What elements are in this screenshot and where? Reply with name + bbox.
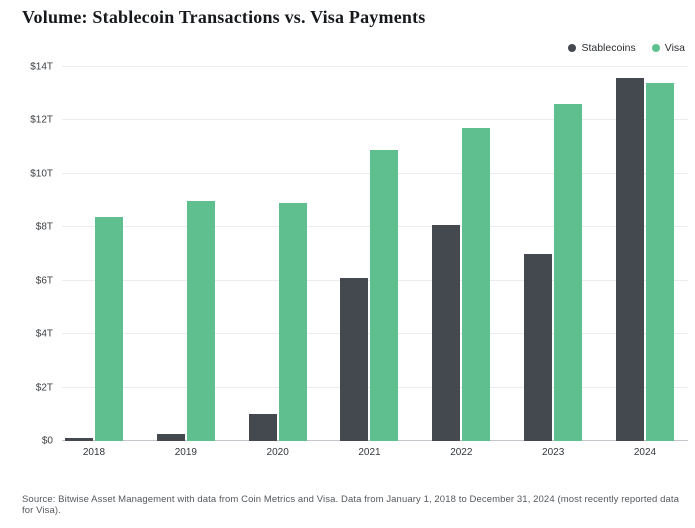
y-tick-label: $8T [35,221,53,233]
gridline-$12T [62,119,688,121]
bar-group-2024 [615,77,674,441]
bars [62,67,688,441]
x-tick-label-2022: 2022 [450,447,473,458]
legend-dot-visa-icon [651,44,660,52]
page-title: Volume: Stablecoin Transactions vs. Visa… [22,7,426,27]
y-axis: $0 $2T $4T $6T $8T $10T $12T $14T [22,62,62,447]
bar-visa-2023 [554,104,583,441]
bar-group-2018 [65,216,123,441]
bar-group-2020 [248,203,307,441]
gridline-$14T [62,66,688,67]
chart-panel: Volume: Stablecoin Transactions vs. Visa… [0,7,695,528]
bar-stablecoins-2021 [340,278,369,441]
bar-visa-2019 [186,200,215,441]
bar-visa-2018 [95,216,123,441]
bar-visa-2020 [278,203,307,441]
legend: Stablecoins Visa [0,41,685,55]
y-tick-label: $0 [41,435,53,447]
bar-stablecoins-2023 [524,254,553,441]
x-axis-row: 2018 2019 2020 2021 2022 2023 2024 [22,441,688,458]
y-tick-label: $14T [30,61,53,73]
bar-visa-2021 [370,149,399,441]
bar-visa-2024 [645,83,674,441]
bar-stablecoins-2022 [432,224,461,441]
bar-stablecoins-2020 [248,414,277,441]
plot-row: $0 $2T $4T $6T $8T $10T $12T $14T [22,62,688,447]
x-axis: 2018 2019 2020 2021 2022 2023 2024 [62,447,688,458]
x-tick-label-2024: 2024 [633,447,657,458]
bar-group-2021 [340,149,399,441]
legend-item-stablecoins: Stablecoins [568,42,636,54]
bar-group-2023 [524,104,583,441]
bar-group-2022 [432,128,491,441]
y-tick-label: $12T [30,114,53,126]
bar-visa-2022 [462,128,491,441]
y-tick-label: $4T [35,328,53,340]
x-tick-label-2019: 2019 [174,447,197,458]
bar-group-2019 [156,200,215,441]
x-tick-label-2020: 2020 [266,447,289,458]
bar-stablecoins-2024 [615,77,644,441]
legend-item-visa: Visa [651,42,685,54]
bar-stablecoins-2018 [65,438,93,441]
x-tick-label-2023: 2023 [542,447,565,458]
x-tick-label-2018: 2018 [82,447,106,458]
y-tick-label: $10T [30,168,53,180]
bar-chart: Stablecoins Visa $0 $2T $4T $6T $8T $10T $12T $1… [0,41,695,458]
source-note: Source: Bitwise Asset Management with da… [22,494,680,516]
legend-label: Visa [664,42,685,54]
x-tick-label-2021: 2021 [358,447,381,458]
y-tick-label: $6T [35,275,53,287]
plot-area [62,66,688,441]
y-tick-label: $2T [35,382,53,394]
legend-label: Stablecoins [581,42,636,54]
bar-stablecoins-2019 [156,434,185,441]
legend-dot-stablecoins-icon [568,44,577,52]
